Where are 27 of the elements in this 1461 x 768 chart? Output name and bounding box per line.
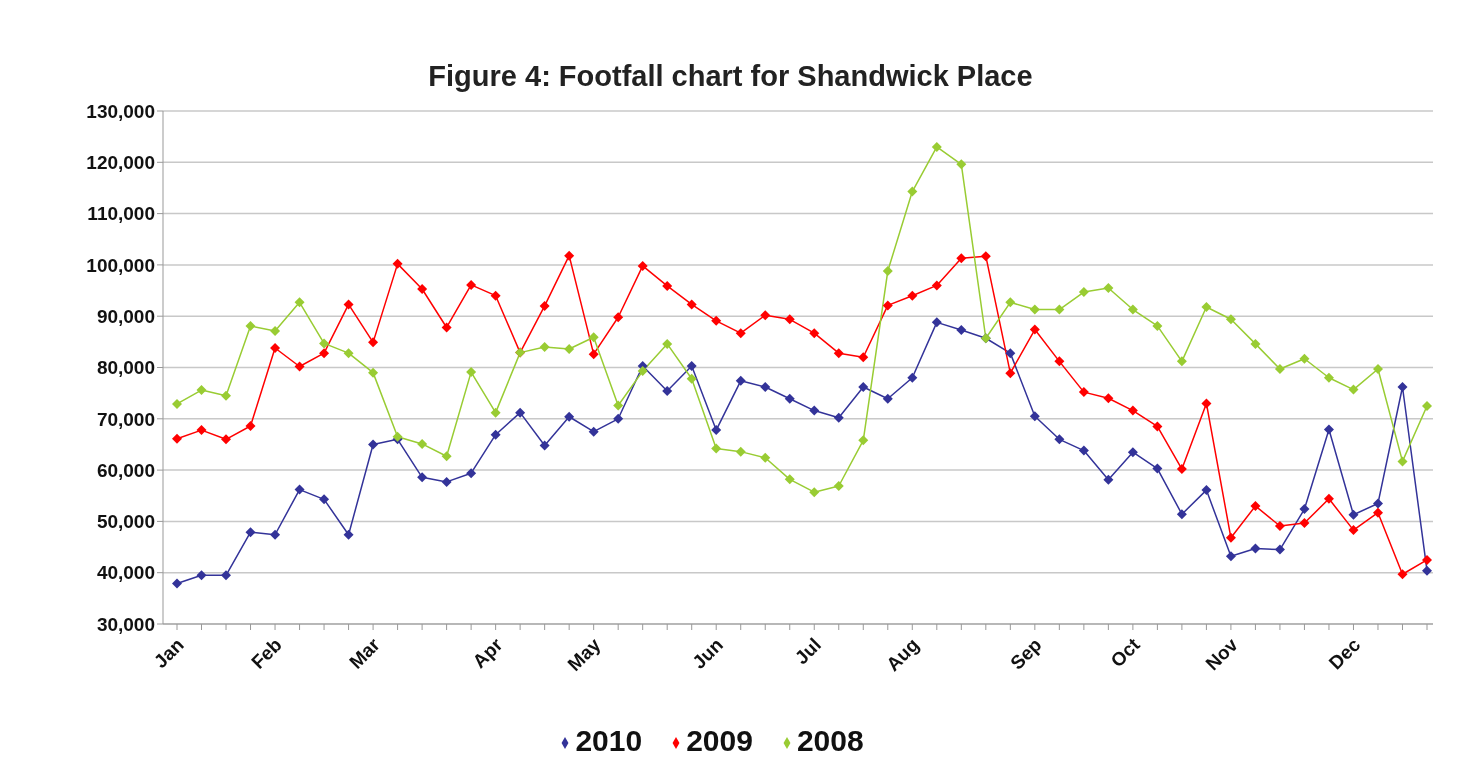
legend-label: 2009 <box>686 724 753 757</box>
x-tick-label: Jan <box>149 633 188 672</box>
y-tick-label: 70,000 <box>96 408 155 430</box>
x-tick-label: Dec <box>1324 633 1365 674</box>
x-tick-label: Jun <box>688 633 728 673</box>
y-tick-label: 80,000 <box>96 357 155 379</box>
x-tick-label: Oct <box>1106 633 1145 672</box>
x-tick-label: Feb <box>247 633 286 673</box>
y-tick-label: 120,000 <box>86 152 155 174</box>
x-tick-label: Nov <box>1201 633 1243 675</box>
x-tick-label: May <box>563 633 605 675</box>
y-tick-label: 100,000 <box>86 254 155 276</box>
y-tick-label: 50,000 <box>96 511 155 533</box>
y-tick-label: 60,000 <box>96 459 155 481</box>
legend-label: 2008 <box>796 724 864 757</box>
x-tick-label: Sep <box>1006 633 1046 674</box>
x-tick-label: Jul <box>790 633 826 669</box>
x-tick-label: Apr <box>468 633 507 672</box>
y-tick-label: 130,000 <box>86 100 155 122</box>
y-tick-label: 90,000 <box>96 305 155 327</box>
legend-label: 2010 <box>575 724 643 757</box>
x-tick-label: Mar <box>345 633 385 673</box>
y-tick-label: 40,000 <box>96 562 155 584</box>
chart-title: Figure 4: Footfall chart for Shandwick Place <box>427 60 1034 93</box>
x-tick-label: Aug <box>882 633 924 675</box>
y-tick-label: 110,000 <box>87 203 155 225</box>
y-tick-label: 30,000 <box>96 613 155 635</box>
